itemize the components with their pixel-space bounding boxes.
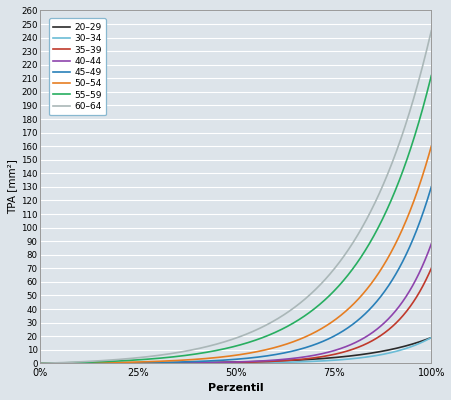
40–44: [78, 361, 83, 366]
Line: 35–39: 35–39: [40, 268, 430, 363]
35–39: [209, 360, 215, 365]
55–59: [195, 351, 201, 356]
50–54: [37, 361, 43, 366]
20–29: [78, 361, 83, 366]
50–54: [342, 309, 347, 314]
35–39: [349, 347, 354, 352]
55–59: [209, 349, 215, 354]
55–59: [78, 360, 83, 365]
Line: 45–49: 45–49: [40, 187, 430, 363]
Line: 55–59: 55–59: [40, 76, 430, 363]
45–49: [342, 327, 347, 332]
45–49: [209, 358, 215, 363]
20–29: [305, 357, 311, 362]
20–29: [428, 335, 433, 340]
30–34: [195, 361, 201, 366]
50–54: [195, 357, 201, 362]
60–64: [428, 28, 433, 33]
20–29: [195, 360, 201, 365]
45–49: [349, 322, 354, 327]
Legend: 20–29, 30–34, 35–39, 40–44, 45–49, 50–54, 55–59, 60–64: 20–29, 30–34, 35–39, 40–44, 45–49, 50–54…: [49, 18, 106, 115]
60–64: [209, 343, 215, 348]
40–44: [195, 360, 201, 365]
50–54: [78, 361, 83, 366]
35–39: [428, 266, 433, 271]
45–49: [37, 361, 43, 366]
35–39: [195, 361, 201, 366]
60–64: [305, 293, 311, 298]
55–59: [342, 276, 347, 281]
60–64: [78, 360, 83, 364]
40–44: [209, 360, 215, 365]
20–29: [349, 353, 354, 358]
Line: 50–54: 50–54: [40, 146, 430, 363]
30–34: [209, 361, 215, 366]
55–59: [428, 73, 433, 78]
50–54: [428, 144, 433, 148]
55–59: [349, 267, 354, 272]
60–64: [342, 252, 347, 257]
45–49: [195, 359, 201, 364]
20–29: [342, 354, 347, 359]
20–29: [209, 360, 215, 365]
30–34: [428, 335, 433, 340]
X-axis label: Perzentil: Perzentil: [207, 383, 263, 393]
60–64: [195, 346, 201, 351]
30–34: [78, 361, 83, 366]
45–49: [78, 361, 83, 366]
Line: 40–44: 40–44: [40, 244, 430, 363]
40–44: [428, 242, 433, 246]
Line: 60–64: 60–64: [40, 31, 430, 363]
Line: 30–34: 30–34: [40, 338, 430, 363]
40–44: [342, 344, 347, 349]
35–39: [78, 361, 83, 366]
50–54: [209, 356, 215, 360]
20–29: [37, 361, 43, 366]
55–59: [305, 310, 311, 315]
50–54: [305, 333, 311, 338]
30–34: [342, 357, 347, 362]
30–34: [305, 359, 311, 364]
35–39: [37, 361, 43, 366]
30–34: [37, 361, 43, 366]
60–64: [37, 361, 43, 366]
35–39: [305, 356, 311, 361]
40–44: [305, 354, 311, 359]
Line: 20–29: 20–29: [40, 338, 430, 363]
35–39: [342, 349, 347, 354]
Y-axis label: TPA [mm²]: TPA [mm²]: [7, 160, 17, 214]
45–49: [305, 344, 311, 349]
55–59: [37, 361, 43, 366]
30–34: [349, 356, 354, 361]
45–49: [428, 184, 433, 189]
40–44: [37, 361, 43, 366]
50–54: [349, 303, 354, 308]
60–64: [349, 241, 354, 246]
40–44: [349, 342, 354, 346]
